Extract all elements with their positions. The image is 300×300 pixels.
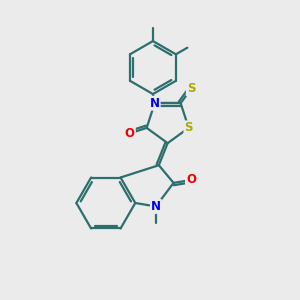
Text: N: N <box>151 200 161 213</box>
Text: S: S <box>187 82 195 95</box>
Text: N: N <box>150 97 160 110</box>
Text: O: O <box>186 173 196 187</box>
Text: O: O <box>125 127 135 140</box>
Text: S: S <box>184 122 193 134</box>
